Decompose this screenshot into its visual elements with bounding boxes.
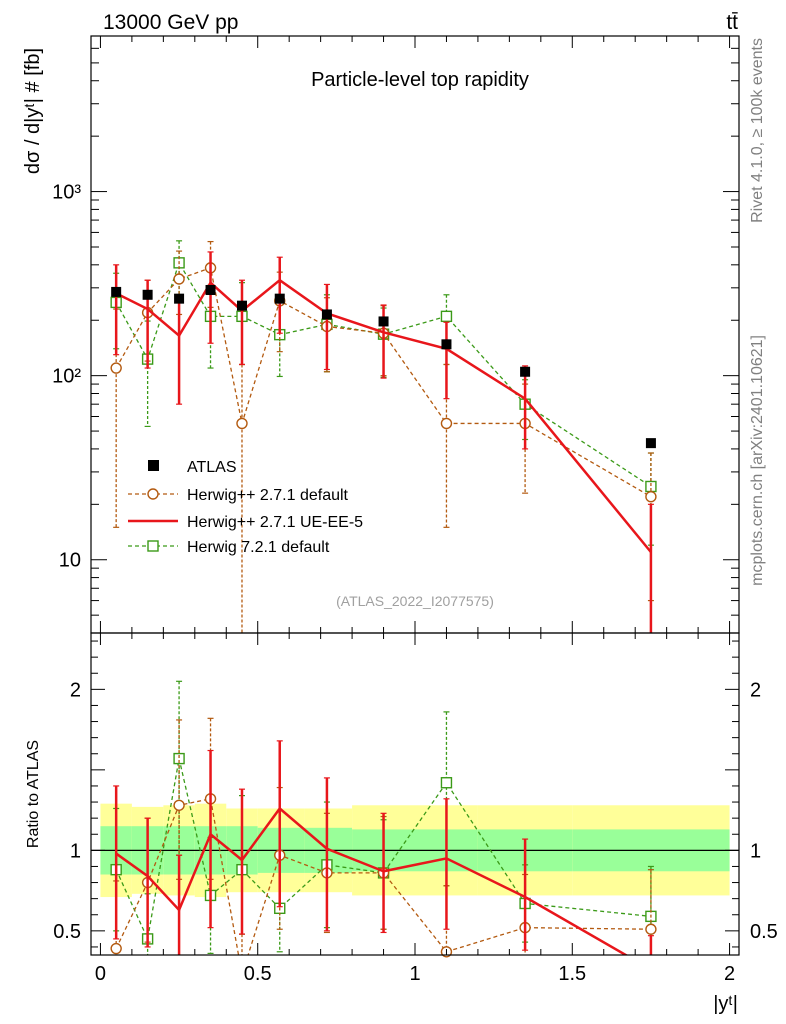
analysis-tag: (ATLAS_2022_I2077575)	[336, 593, 494, 609]
xtick-label-0: 0	[95, 963, 106, 985]
ratio-line-s2	[115, 806, 629, 955]
main-marker-s1-4	[236, 417, 248, 430]
legend-label-2: Herwig++ 2.7.1 UE-EE-5	[187, 514, 363, 531]
ratio-marker-s3-2	[173, 752, 185, 765]
legend-marker-square	[147, 540, 159, 552]
ratio-marker-s1-0	[110, 942, 122, 955]
legend: ATLAS Herwig++ 2.7.1 default Herwig++ 2.7.…	[128, 459, 363, 556]
legend-label-1: Herwig++ 2.7.1 default	[187, 487, 349, 504]
ratio-ytick-label-left-1: 1	[70, 840, 81, 862]
ratio-marker-s1-2	[173, 799, 185, 811]
xtick-label-2: 2	[724, 963, 735, 985]
ytick-label-1000: 10³	[52, 182, 81, 204]
ratio-marker-s3-8	[440, 777, 453, 789]
ratio-panel: 0 0.5 1 1.5 2 0.5 0.5 1 1 2 2 Ratio to ATLAS |yᵗ|	[25, 632, 778, 1015]
ratio-ytick-label-right-2: 2	[750, 679, 761, 701]
legend-label-3: Herwig 7.2.1 default	[187, 539, 330, 556]
ratio-line-s3	[115, 758, 651, 942]
xtick-label-1.5: 1.5	[558, 963, 586, 985]
main-marker-s3-8	[440, 310, 453, 323]
main-marker-s1-8	[440, 417, 453, 430]
legend-marker-circle	[147, 488, 159, 500]
ratio-ytick-label-right-0.5: 0.5	[750, 921, 778, 943]
ratio-ytick-label-left-0.5: 0.5	[53, 921, 81, 943]
side-label-bottom: mcplots.cern.ch [arXiv:2401.10621]	[749, 335, 766, 586]
atlas-point-5	[274, 293, 285, 304]
atlas-point-7	[378, 316, 389, 327]
atlas-point-3	[205, 284, 216, 295]
ratio-marker-s1-10	[645, 923, 657, 935]
ratio-frame	[90, 632, 740, 956]
main-marker-s1-0	[110, 362, 122, 374]
ytick-label-10: 10	[59, 550, 81, 572]
atlas-point-1	[142, 289, 153, 300]
ratio-series-layer	[110, 680, 657, 958]
header-left: 13000 GeV pp	[103, 11, 238, 34]
main-series-layer	[110, 240, 657, 633]
main-line-s2	[115, 278, 652, 553]
main-ticks: 10 10² 10³	[52, 35, 739, 634]
atlas-point-6	[321, 309, 332, 320]
chart-title: Particle-level top rapidity	[311, 69, 529, 91]
atlas-point-8	[441, 339, 452, 350]
ratio-ytick-label-left-2: 2	[70, 679, 81, 701]
main-panel: 10 10² 10³ Particle-level top rapidity (AT…	[22, 35, 740, 634]
ratio-ytick-label-right-1: 1	[750, 840, 761, 862]
y-axis-label: dσ / d|yᵗ| # [fb]	[22, 48, 44, 174]
ratio-band-layer	[91, 803, 739, 898]
legend-marker-atlas	[148, 460, 159, 471]
atlas-point-0	[111, 286, 122, 297]
main-marker-s1-10	[645, 491, 657, 503]
main-marker-s1-2	[173, 273, 185, 285]
atlas-point-9	[520, 366, 531, 377]
header-right: tt̄	[726, 11, 738, 34]
atlas-point-2	[174, 293, 185, 304]
legend-label-0: ATLAS	[187, 459, 237, 476]
ytick-label-100: 10²	[52, 366, 81, 388]
atlas-point-4	[236, 300, 247, 311]
ratio-y-axis-label: Ratio to ATLAS	[25, 740, 42, 848]
xtick-label-0.5: 0.5	[244, 963, 272, 985]
x-axis-label: |yᵗ|	[713, 993, 738, 1015]
side-label-top: Rivet 4.1.0, ≥ 100k events	[749, 38, 766, 223]
xtick-label-1: 1	[409, 963, 420, 985]
ratio-ticks: 0 0.5 1 1.5 2 0.5 0.5 1 1 2 2	[53, 633, 778, 985]
atlas-point-10	[645, 438, 656, 449]
